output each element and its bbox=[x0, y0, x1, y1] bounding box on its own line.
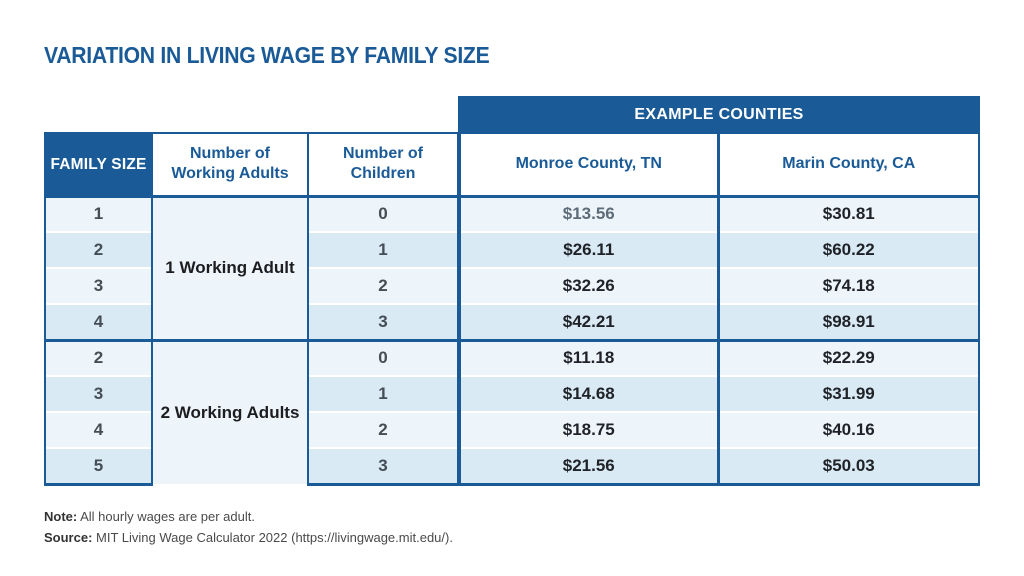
family-size-cell: 5 bbox=[44, 447, 153, 486]
note-text: All hourly wages are per adult. bbox=[77, 509, 255, 524]
family-size-cell: 3 bbox=[44, 267, 153, 304]
monroe-wage-cell: $32.26 bbox=[457, 267, 720, 304]
source-label: Source: bbox=[44, 530, 93, 545]
monroe-wage-cell: $11.18 bbox=[457, 338, 720, 376]
note-line: Note: All hourly wages are per adult. bbox=[44, 506, 453, 527]
children-cell: 3 bbox=[306, 303, 461, 340]
table-row: 2 2 Working Adults 0 $11.18 $22.29 bbox=[44, 338, 981, 484]
marin-wage-cell: $98.91 bbox=[716, 303, 981, 340]
table-row: 1 1 Working Adult 0 $13.56 $30.81 bbox=[44, 196, 981, 340]
marin-wage-cell: $50.03 bbox=[716, 447, 981, 486]
monroe-wage-cell: $21.56 bbox=[457, 447, 720, 486]
family-size-cell: 4 bbox=[44, 303, 153, 340]
table-row: 4 2 $18.75 $40.16 bbox=[44, 411, 981, 448]
table-row: 3 1 $14.68 $31.99 bbox=[44, 375, 981, 412]
note-label: Note: bbox=[44, 509, 78, 524]
source-line: Source: MIT Living Wage Calculator 2022 … bbox=[44, 527, 453, 548]
band-spacer bbox=[45, 97, 459, 133]
marin-wage-cell: $30.81 bbox=[716, 196, 981, 232]
children-cell: 0 bbox=[306, 338, 461, 376]
marin-wage-cell: $31.99 bbox=[716, 375, 981, 412]
footnotes: Note: All hourly wages are per adult. So… bbox=[44, 506, 453, 548]
monroe-wage-cell: $42.21 bbox=[457, 303, 720, 340]
table-row: 4 3 $42.21 $98.91 bbox=[44, 303, 981, 340]
children-cell: 1 bbox=[306, 375, 461, 412]
monroe-wage-cell: $14.68 bbox=[457, 375, 720, 412]
children-cell: 2 bbox=[306, 267, 461, 304]
header-working-adults: Number of Working Adults bbox=[151, 132, 309, 198]
table-row: 3 2 $32.26 $74.18 bbox=[44, 267, 981, 304]
children-cell: 3 bbox=[306, 447, 461, 486]
counties-band-row: EXAMPLE COUNTIES bbox=[45, 96, 981, 134]
header-monroe-county: Monroe County, TN bbox=[457, 132, 720, 198]
children-cell: 0 bbox=[306, 196, 461, 232]
family-size-cell: 2 bbox=[44, 338, 153, 376]
children-cell: 1 bbox=[306, 231, 461, 268]
source-text: MIT Living Wage Calculator 2022 (https:/… bbox=[92, 530, 453, 545]
marin-wage-cell: $22.29 bbox=[716, 338, 981, 376]
family-size-cell: 1 bbox=[44, 196, 153, 232]
header-marin-county: Marin County, CA bbox=[716, 132, 981, 198]
family-size-cell: 2 bbox=[44, 231, 153, 268]
marin-wage-cell: $40.16 bbox=[716, 411, 981, 448]
family-size-cell: 3 bbox=[44, 375, 153, 412]
living-wage-table: EXAMPLE COUNTIES FAMILY SIZE Number of W… bbox=[44, 96, 981, 486]
header-family-size: FAMILY SIZE bbox=[44, 132, 153, 198]
marin-wage-cell: $60.22 bbox=[716, 231, 981, 268]
family-size-cell: 4 bbox=[44, 411, 153, 448]
monroe-wage-cell: $13.56 bbox=[457, 196, 720, 232]
working-adults-cell: 2 Working Adults bbox=[151, 338, 309, 484]
marin-wage-cell: $74.18 bbox=[716, 267, 981, 304]
column-header-row: FAMILY SIZE Number of Working Adults Num… bbox=[44, 132, 981, 198]
working-adults-cell: 1 Working Adult bbox=[151, 196, 309, 340]
children-cell: 2 bbox=[306, 411, 461, 448]
monroe-wage-cell: $26.11 bbox=[457, 231, 720, 268]
page-title: VARIATION IN LIVING WAGE BY FAMILY SIZE bbox=[44, 42, 490, 68]
table-row: 2 1 $26.11 $60.22 bbox=[44, 231, 981, 268]
header-children: Number of Children bbox=[306, 132, 461, 198]
monroe-wage-cell: $18.75 bbox=[457, 411, 720, 448]
counties-band-header: EXAMPLE COUNTIES bbox=[458, 96, 981, 134]
table-row: 5 3 $21.56 $50.03 bbox=[44, 447, 981, 486]
